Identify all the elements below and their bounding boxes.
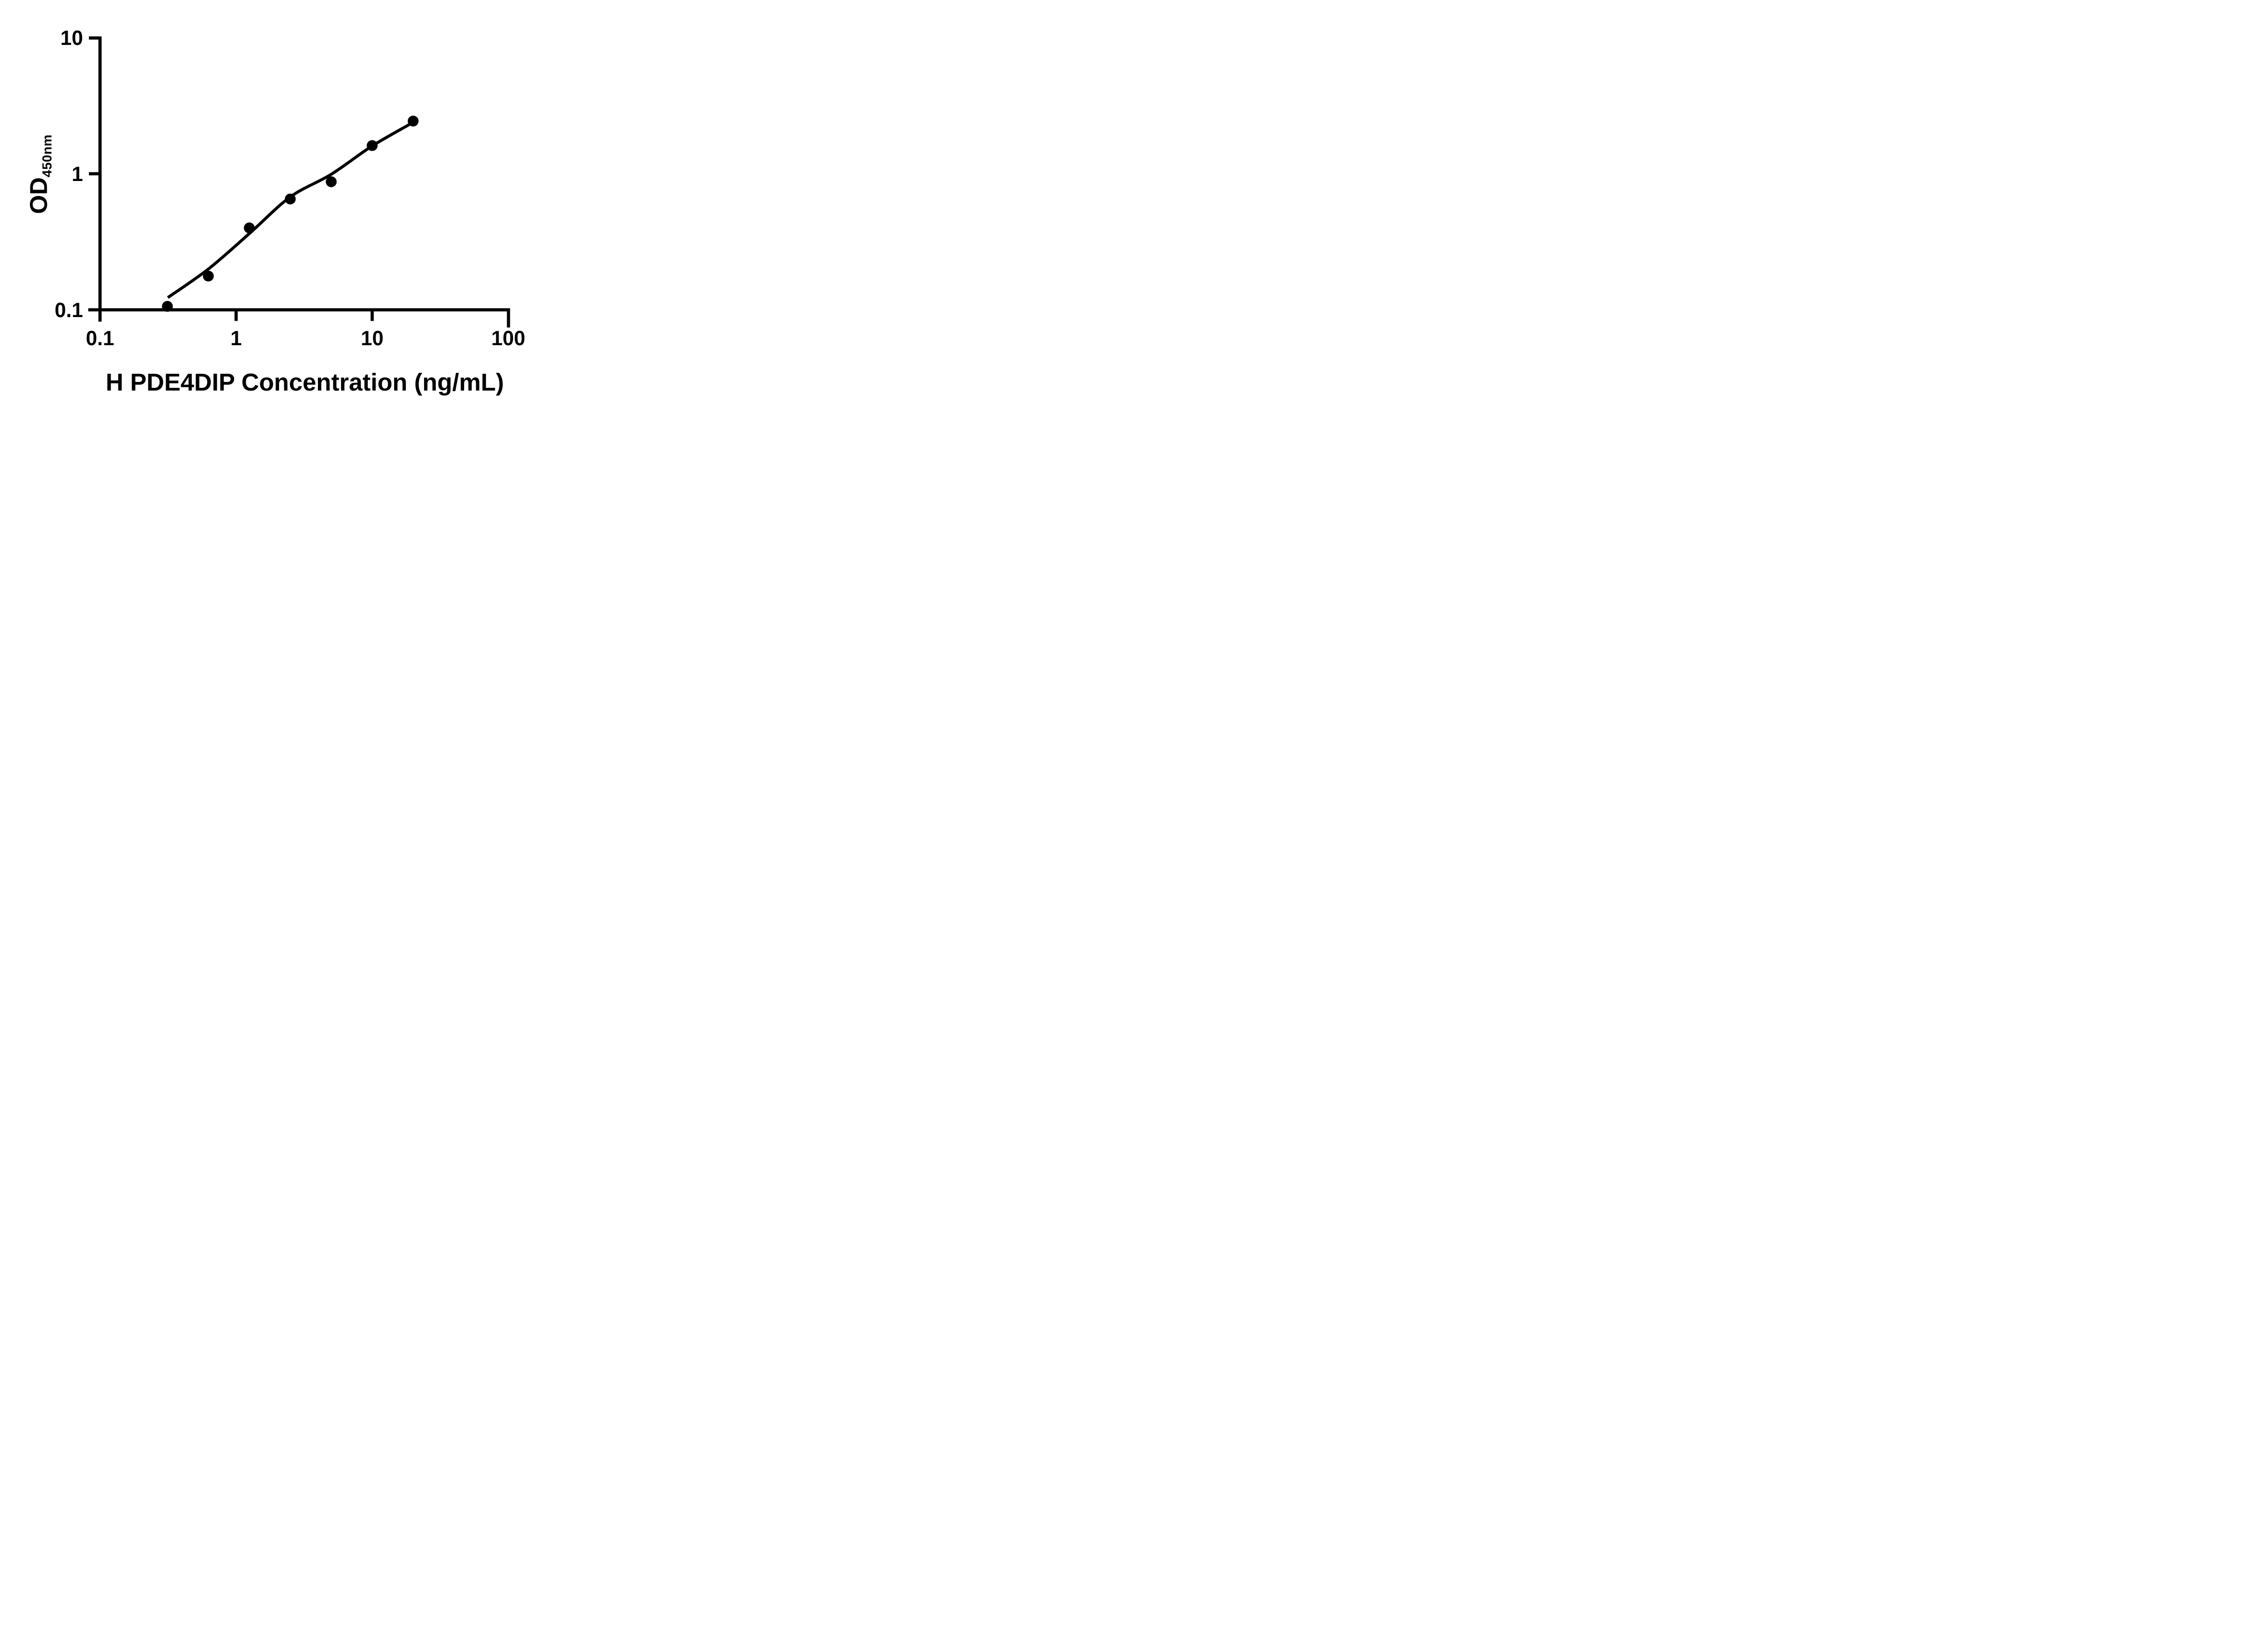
data-point-marker: [284, 193, 296, 205]
x-tick-label: 1: [230, 327, 242, 350]
x-axis-line: [88, 308, 510, 328]
y-tick-label: 1: [72, 162, 83, 186]
x-tick-label: 10: [361, 327, 383, 350]
data-point-marker: [244, 222, 255, 234]
y-axis-title-subscript: 450nm: [40, 134, 55, 177]
x-tick-label: 100: [491, 327, 525, 350]
y-tick-label: 0.1: [54, 298, 83, 322]
data-point-marker: [326, 176, 337, 187]
y-axis-line: [89, 36, 102, 322]
plot-svg: 0.1 1 10 0.1 1 10 100: [54, 26, 525, 350]
data-point-marker: [162, 301, 173, 312]
x-tick-label: 0.1: [86, 327, 114, 350]
data-point-marker: [407, 115, 419, 127]
x-axis-title: H PDE4DIP Concentration (ng/mL): [105, 369, 504, 396]
elisa-standard-curve-chart: 0.1 1 10 0.1 1 10 100 H PDE4DIP Concentration …: [0, 0, 571, 408]
y-tick-label: 10: [60, 26, 83, 49]
y-axis-title: OD450nm: [25, 134, 55, 214]
y-axis-title-main: OD: [25, 177, 53, 214]
data-point-marker: [203, 270, 214, 282]
data-point-marker: [367, 140, 378, 151]
